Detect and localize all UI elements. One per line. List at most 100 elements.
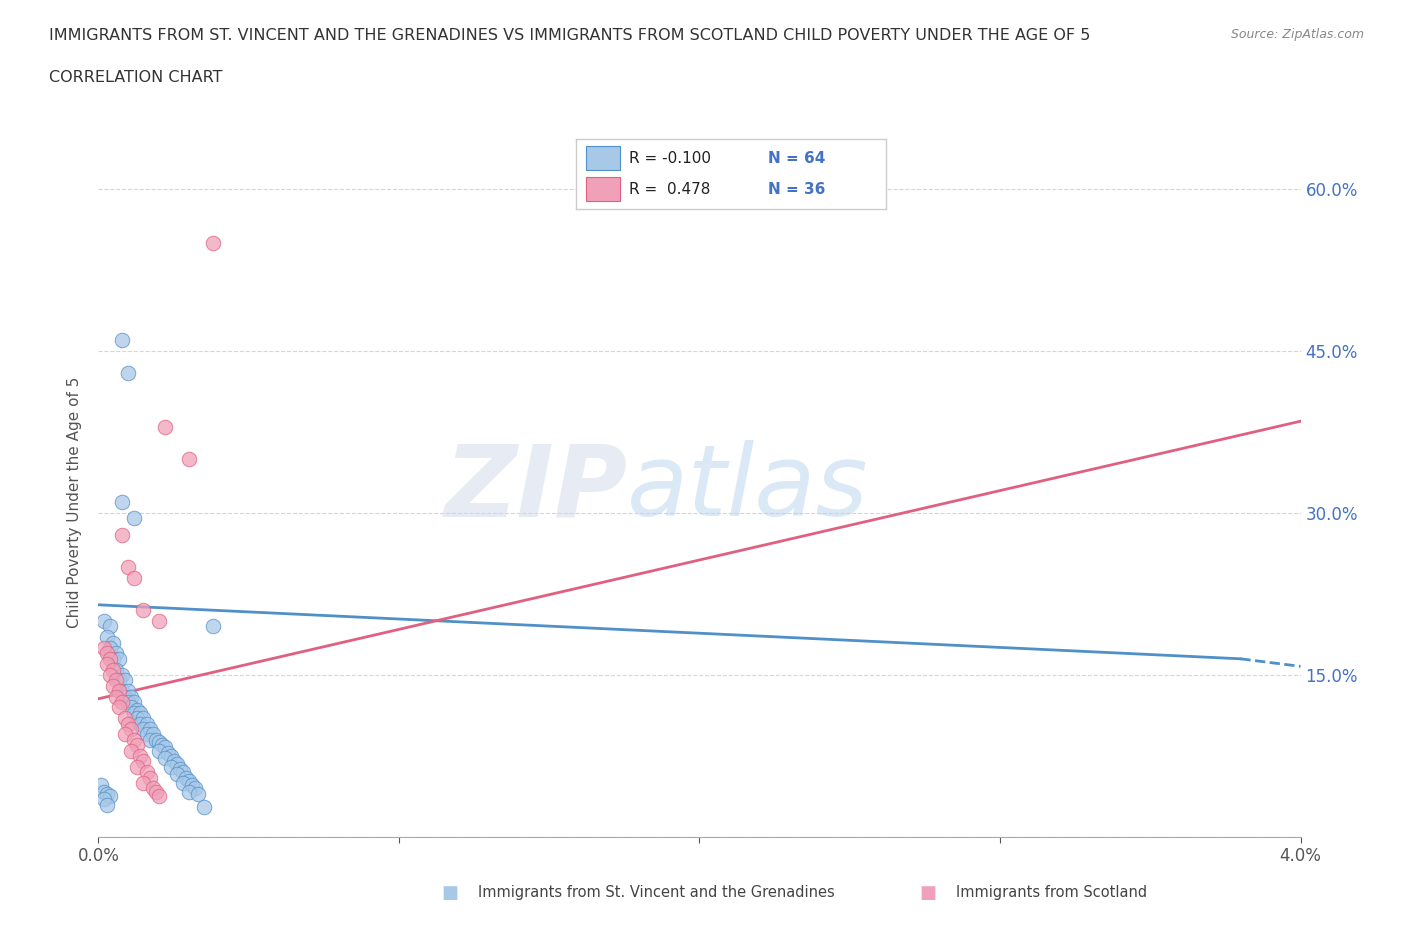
Point: [96, 787, 118, 802]
Point: [100, 619, 122, 634]
Point: [105, 689, 128, 704]
Point: [193, 799, 215, 814]
Text: ■: ■: [920, 884, 936, 902]
Point: [162, 754, 184, 769]
Point: [121, 689, 143, 704]
Point: [90, 777, 112, 792]
Text: atlas: atlas: [627, 440, 869, 538]
Point: [108, 651, 131, 666]
Point: [103, 651, 125, 666]
Point: [114, 689, 136, 704]
Point: [177, 774, 200, 789]
Point: [100, 789, 122, 804]
Point: [105, 673, 128, 688]
Point: [141, 781, 163, 796]
Point: [121, 722, 143, 737]
Text: R =  0.478: R = 0.478: [628, 181, 710, 196]
Point: [156, 745, 179, 760]
Point: [93, 784, 115, 799]
Point: [114, 711, 136, 725]
Text: Immigrants from St. Vincent and the Grenadines: Immigrants from St. Vincent and the Gren…: [478, 885, 835, 900]
Point: [187, 787, 209, 802]
Point: [105, 662, 128, 677]
Point: [124, 511, 146, 525]
Text: N = 64: N = 64: [768, 151, 825, 166]
Point: [150, 737, 173, 752]
Point: [108, 700, 131, 715]
Text: Source: ZipAtlas.com: Source: ZipAtlas.com: [1230, 28, 1364, 41]
Point: [145, 784, 167, 799]
Point: [183, 781, 205, 796]
Point: [141, 727, 163, 742]
Y-axis label: Child Poverty Under the Age of 5: Child Poverty Under the Age of 5: [67, 377, 83, 628]
Text: ■: ■: [441, 884, 458, 902]
Point: [177, 452, 200, 467]
Point: [121, 743, 143, 758]
Point: [129, 716, 152, 731]
Point: [132, 754, 155, 769]
Point: [121, 700, 143, 715]
Point: [169, 762, 191, 777]
Point: [96, 646, 118, 661]
Point: [111, 333, 134, 348]
Point: [132, 603, 155, 618]
Point: [111, 668, 134, 683]
Point: [135, 716, 157, 731]
Point: [138, 732, 160, 747]
Point: [201, 235, 224, 250]
Point: [148, 614, 170, 629]
Point: [180, 777, 202, 792]
Point: [135, 727, 157, 742]
Text: N = 36: N = 36: [768, 181, 825, 196]
Point: [153, 740, 176, 755]
Point: [108, 673, 131, 688]
Point: [117, 695, 139, 710]
Point: [114, 673, 136, 688]
Point: [124, 732, 146, 747]
Point: [153, 419, 176, 434]
Point: [129, 705, 152, 720]
Point: [111, 695, 134, 710]
Point: [127, 760, 149, 775]
Point: [201, 619, 224, 634]
Point: [172, 776, 194, 790]
Text: IMMIGRANTS FROM ST. VINCENT AND THE GRENADINES VS IMMIGRANTS FROM SCOTLAND CHILD: IMMIGRANTS FROM ST. VINCENT AND THE GREN…: [49, 28, 1091, 43]
Point: [172, 764, 194, 779]
Point: [96, 797, 118, 812]
Point: [127, 702, 149, 717]
Point: [111, 527, 134, 542]
Point: [117, 716, 139, 731]
Bar: [586, 177, 620, 201]
Text: Immigrants from Scotland: Immigrants from Scotland: [956, 885, 1147, 900]
Point: [129, 749, 152, 764]
Point: [96, 657, 118, 671]
Point: [117, 560, 139, 575]
Point: [117, 365, 139, 380]
Point: [96, 630, 118, 644]
Point: [138, 770, 160, 785]
Point: [124, 695, 146, 710]
Point: [111, 495, 134, 510]
Point: [166, 756, 188, 771]
Point: [100, 641, 122, 656]
Point: [93, 641, 115, 656]
Point: [159, 749, 181, 764]
Point: [103, 678, 125, 693]
Point: [124, 570, 146, 585]
Point: [93, 791, 115, 806]
Point: [174, 770, 197, 785]
Point: [103, 635, 125, 650]
Bar: [586, 146, 620, 170]
Point: [103, 662, 125, 677]
Point: [100, 651, 122, 666]
Point: [100, 668, 122, 683]
Point: [177, 784, 200, 799]
Point: [148, 735, 170, 750]
Point: [132, 722, 155, 737]
Point: [111, 684, 134, 698]
Point: [127, 711, 149, 725]
Text: CORRELATION CHART: CORRELATION CHART: [49, 70, 222, 85]
Point: [117, 684, 139, 698]
Point: [135, 764, 157, 779]
Point: [159, 760, 181, 775]
